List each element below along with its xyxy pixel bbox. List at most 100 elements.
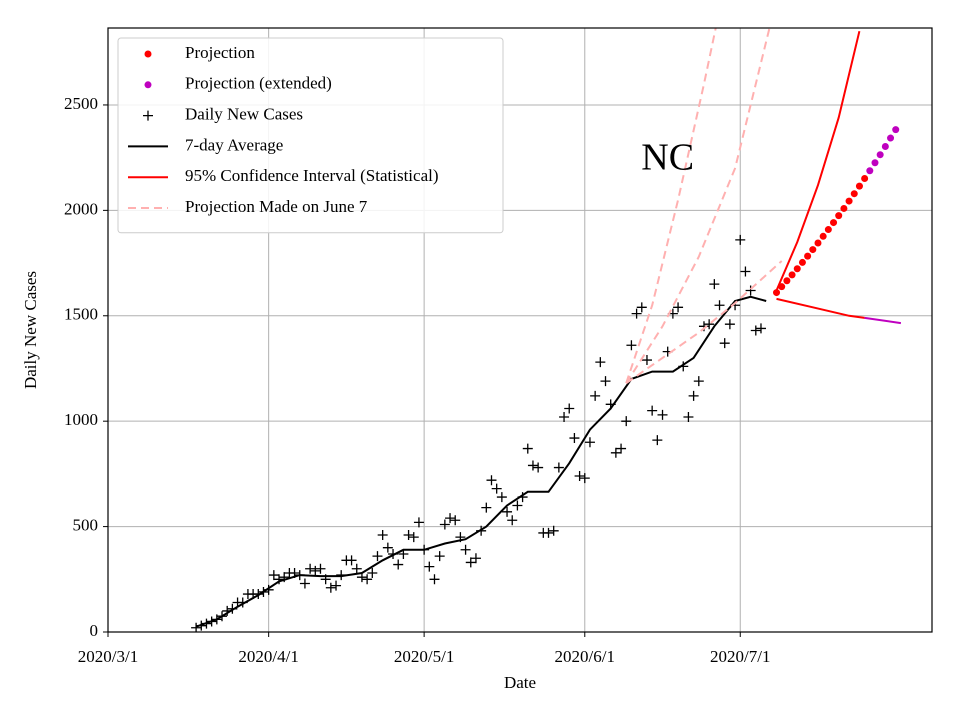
point: [876, 151, 884, 159]
plus-marker: [527, 460, 538, 471]
dashed-line: [625, 260, 783, 385]
point: [783, 277, 791, 285]
plus-marker: [491, 483, 502, 494]
line: [195, 295, 767, 628]
plus-marker: [367, 567, 378, 578]
plus-marker: [569, 433, 580, 444]
plus-marker: [626, 340, 637, 351]
plus-marker: [533, 462, 544, 473]
plus-marker: [693, 376, 704, 387]
plus-marker: [724, 319, 735, 330]
point: [855, 182, 863, 190]
plus-marker: [393, 559, 404, 570]
plus-marker: [502, 506, 513, 517]
plus-marker: [382, 542, 393, 553]
x-tick-label: 2020/7/1: [710, 647, 770, 666]
plus-marker: [403, 530, 414, 541]
plus-marker: [331, 580, 342, 591]
legend-label: 95% Confidence Interval (Statistical): [185, 166, 439, 185]
plus-marker: [408, 532, 419, 543]
plus-marker: [735, 234, 746, 245]
plus-marker: [543, 527, 554, 538]
plus-marker: [647, 405, 658, 416]
plus-marker: [745, 285, 756, 296]
plus-marker: [450, 515, 461, 526]
point: [861, 175, 869, 183]
legend-box: [117, 37, 504, 234]
y-tick-label: 1500: [64, 305, 98, 324]
plus-marker: [750, 325, 761, 336]
plus-marker: [595, 357, 606, 368]
plus-marker: [755, 323, 766, 334]
dashed-line: [625, 28, 717, 384]
plus-marker: [688, 390, 699, 401]
x-tick-label: 2020/6/1: [555, 647, 615, 666]
plus-marker: [590, 390, 601, 401]
plus-marker: [191, 622, 202, 632]
point: [892, 126, 900, 134]
plus-marker: [657, 409, 668, 420]
point: [850, 190, 858, 198]
y-axis-label: Daily New Cases: [21, 271, 40, 389]
point: [840, 204, 848, 212]
plus-marker: [652, 435, 663, 446]
point: [788, 271, 796, 279]
legend-label: 7-day Average: [185, 135, 283, 154]
line: [775, 30, 861, 291]
point: [866, 167, 874, 175]
plus-marker: [424, 561, 435, 572]
plus-marker: [559, 411, 570, 422]
plus-marker: [507, 515, 518, 526]
legend-label: Projection: [185, 43, 255, 62]
line: [776, 297, 865, 319]
plus-marker: [268, 570, 279, 581]
plus-marker: [641, 355, 652, 366]
point: [871, 159, 879, 167]
plus-marker: [610, 447, 621, 458]
plus-marker: [683, 411, 694, 422]
plus-marker: [315, 563, 326, 574]
plus-marker: [434, 551, 445, 562]
plus-marker: [704, 319, 715, 330]
plus-marker: [709, 279, 720, 290]
plus-marker: [351, 563, 362, 574]
plus-marker: [553, 462, 564, 473]
plus-marker: [621, 416, 632, 427]
legend-label: Projection Made on June 7: [185, 197, 368, 216]
plus-marker: [465, 557, 476, 568]
point: [819, 232, 827, 240]
plus-marker: [714, 300, 725, 311]
plus-marker: [584, 437, 595, 448]
ticks: 0 500 1000 1500 2000 2500 2020/3/1 2020/4/1 2020…: [64, 94, 770, 666]
point: [845, 197, 853, 205]
y-tick-label: 500: [73, 515, 99, 534]
point: [793, 265, 801, 273]
plus-marker: [496, 492, 507, 503]
axes-frame: [107, 27, 933, 633]
y-tick-label: 2500: [64, 94, 98, 113]
plus-marker: [548, 525, 559, 536]
plus-marker: [310, 565, 321, 576]
plus-marker: [616, 443, 627, 454]
point: [824, 226, 832, 234]
point: [881, 142, 889, 150]
plus-marker: [600, 376, 611, 387]
point: [887, 134, 895, 142]
plus-marker: [143, 110, 153, 121]
plus-marker: [325, 582, 336, 593]
point: [835, 212, 843, 220]
point: [798, 258, 806, 266]
point: [809, 246, 817, 254]
plus-marker: [719, 338, 730, 349]
plus-marker: [673, 302, 684, 313]
plus-marker: [636, 302, 647, 313]
plus-marker: [579, 473, 590, 484]
point: [814, 239, 822, 247]
y-tick-label: 0: [90, 621, 99, 640]
legend-marker: [144, 81, 152, 89]
dashed-line: [625, 28, 771, 384]
point: [778, 283, 786, 291]
plus-marker: [429, 574, 440, 585]
line: [864, 316, 902, 325]
